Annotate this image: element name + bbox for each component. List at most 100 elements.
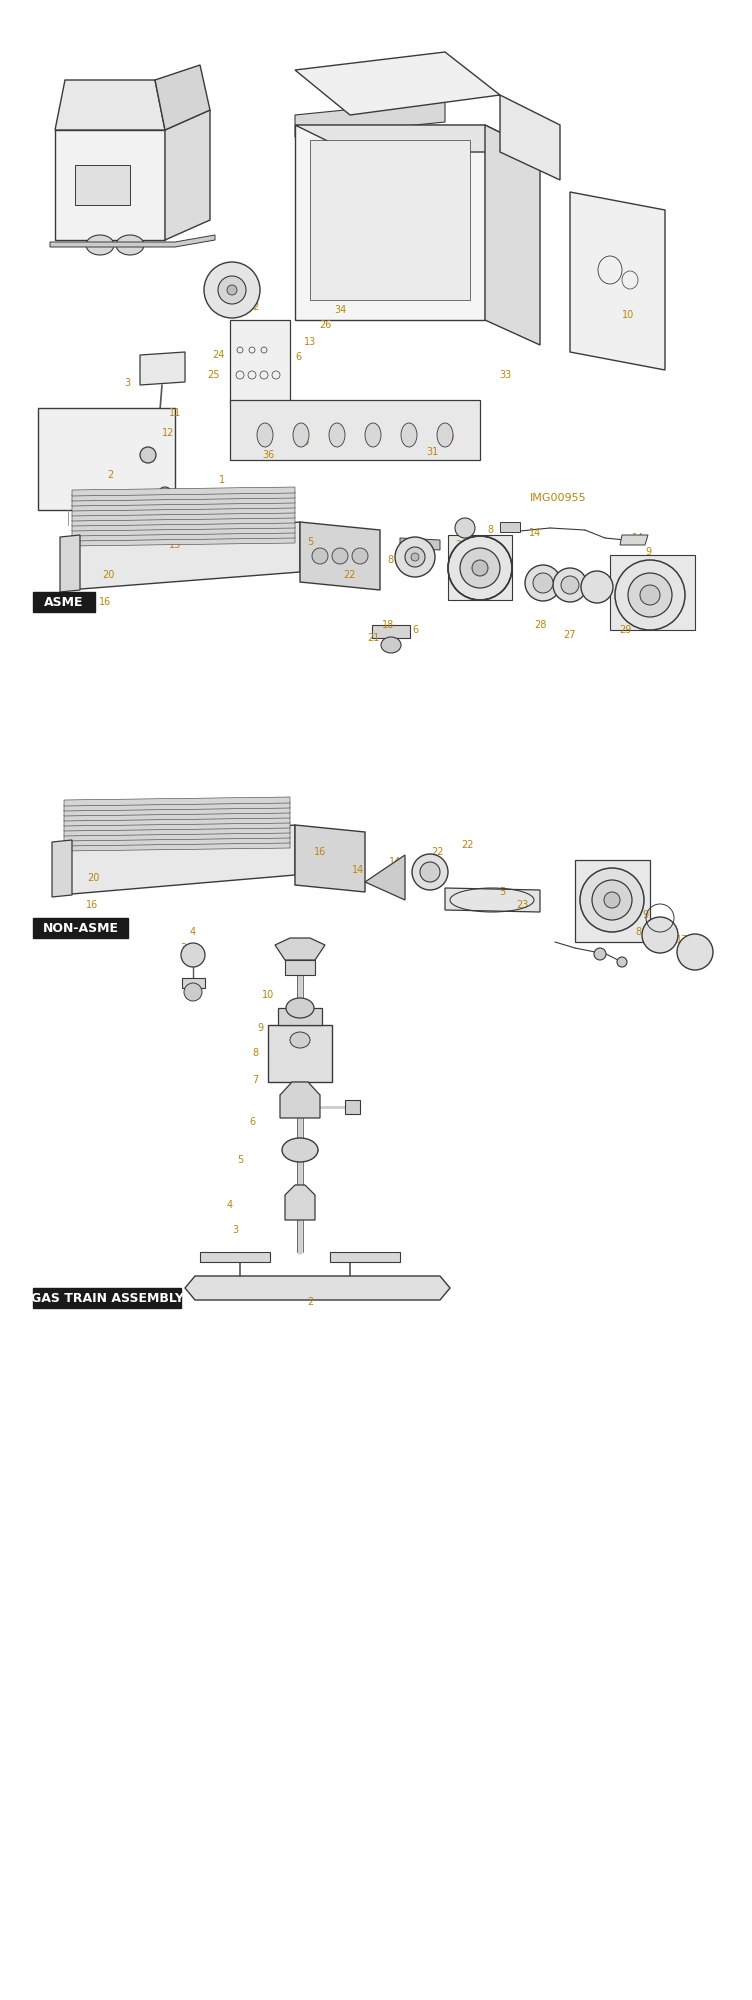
Text: 8: 8 [387, 554, 393, 564]
Text: 21: 21 [367, 632, 379, 644]
Polygon shape [295, 124, 485, 320]
Ellipse shape [293, 424, 309, 448]
Text: 30: 30 [442, 434, 454, 444]
Ellipse shape [286, 998, 314, 1018]
Text: 8: 8 [252, 1048, 258, 1058]
Text: 36: 36 [262, 450, 274, 460]
Ellipse shape [412, 854, 448, 890]
Ellipse shape [580, 868, 644, 932]
Ellipse shape [227, 284, 237, 294]
Ellipse shape [594, 948, 606, 960]
Text: 35: 35 [297, 438, 309, 448]
Text: 14: 14 [352, 864, 364, 876]
Polygon shape [55, 130, 165, 240]
Polygon shape [72, 492, 295, 500]
Text: 24: 24 [212, 350, 224, 360]
Ellipse shape [184, 982, 202, 1000]
Polygon shape [295, 52, 500, 114]
Text: 16: 16 [99, 596, 111, 608]
Ellipse shape [290, 1032, 310, 1048]
Text: 14: 14 [529, 528, 541, 538]
Ellipse shape [677, 934, 713, 970]
FancyBboxPatch shape [33, 1288, 181, 1308]
Ellipse shape [282, 1138, 318, 1162]
Text: 2: 2 [107, 470, 113, 480]
Text: 4: 4 [227, 1200, 233, 1210]
Text: 21: 21 [682, 954, 694, 964]
Polygon shape [72, 512, 295, 520]
Polygon shape [280, 1082, 320, 1118]
FancyBboxPatch shape [33, 592, 95, 612]
Text: NON-ASME: NON-ASME [43, 922, 119, 934]
Polygon shape [268, 1024, 332, 1082]
Polygon shape [52, 840, 72, 896]
Polygon shape [182, 978, 205, 988]
Polygon shape [64, 828, 290, 836]
Ellipse shape [365, 424, 381, 448]
Polygon shape [500, 522, 520, 532]
Ellipse shape [329, 424, 345, 448]
Polygon shape [72, 536, 295, 546]
Text: 22: 22 [456, 540, 468, 550]
Polygon shape [55, 80, 165, 130]
Polygon shape [400, 538, 440, 550]
Text: 7: 7 [252, 1076, 258, 1084]
Ellipse shape [181, 944, 205, 968]
Polygon shape [295, 124, 540, 152]
Polygon shape [575, 860, 650, 942]
Ellipse shape [460, 548, 500, 588]
Text: 3: 3 [180, 944, 186, 954]
Text: 19: 19 [226, 532, 238, 542]
Ellipse shape [525, 564, 561, 600]
Polygon shape [72, 496, 295, 506]
Text: 8: 8 [487, 524, 493, 534]
Text: 9: 9 [645, 546, 651, 556]
Polygon shape [330, 1252, 400, 1262]
Ellipse shape [395, 536, 435, 576]
Polygon shape [372, 624, 410, 638]
Ellipse shape [553, 568, 587, 602]
Text: 25: 25 [207, 370, 220, 380]
Text: 22: 22 [344, 570, 356, 580]
Polygon shape [72, 516, 295, 526]
Text: 3: 3 [232, 1224, 238, 1234]
Polygon shape [38, 408, 175, 510]
Text: 5: 5 [307, 536, 313, 546]
Text: 31: 31 [426, 448, 438, 458]
Ellipse shape [628, 572, 672, 616]
Text: 15: 15 [329, 430, 341, 440]
Polygon shape [165, 110, 210, 240]
Polygon shape [365, 856, 405, 900]
Text: 5: 5 [237, 1156, 243, 1164]
Text: 15: 15 [142, 840, 154, 850]
Ellipse shape [604, 892, 620, 908]
Ellipse shape [116, 234, 144, 254]
Polygon shape [485, 124, 540, 344]
Polygon shape [448, 534, 512, 600]
Polygon shape [230, 400, 480, 460]
Text: 11: 11 [169, 408, 181, 418]
Ellipse shape [420, 862, 440, 882]
Text: 33: 33 [499, 370, 511, 380]
Text: 9: 9 [257, 1024, 263, 1032]
Polygon shape [200, 1252, 270, 1262]
Ellipse shape [218, 276, 246, 304]
Polygon shape [72, 532, 295, 540]
Text: 15: 15 [168, 540, 181, 550]
Polygon shape [72, 502, 295, 510]
Ellipse shape [533, 572, 553, 592]
Text: 28: 28 [534, 620, 546, 630]
Text: 27: 27 [564, 630, 576, 640]
Polygon shape [300, 522, 380, 590]
Polygon shape [140, 352, 185, 384]
Polygon shape [275, 938, 325, 960]
Polygon shape [64, 842, 290, 852]
Text: 6: 6 [295, 352, 301, 362]
Ellipse shape [581, 572, 613, 604]
Polygon shape [295, 824, 365, 892]
Text: 7: 7 [615, 884, 621, 892]
Polygon shape [64, 822, 290, 832]
Ellipse shape [401, 424, 417, 448]
Ellipse shape [437, 424, 453, 448]
Text: 12: 12 [162, 428, 174, 438]
